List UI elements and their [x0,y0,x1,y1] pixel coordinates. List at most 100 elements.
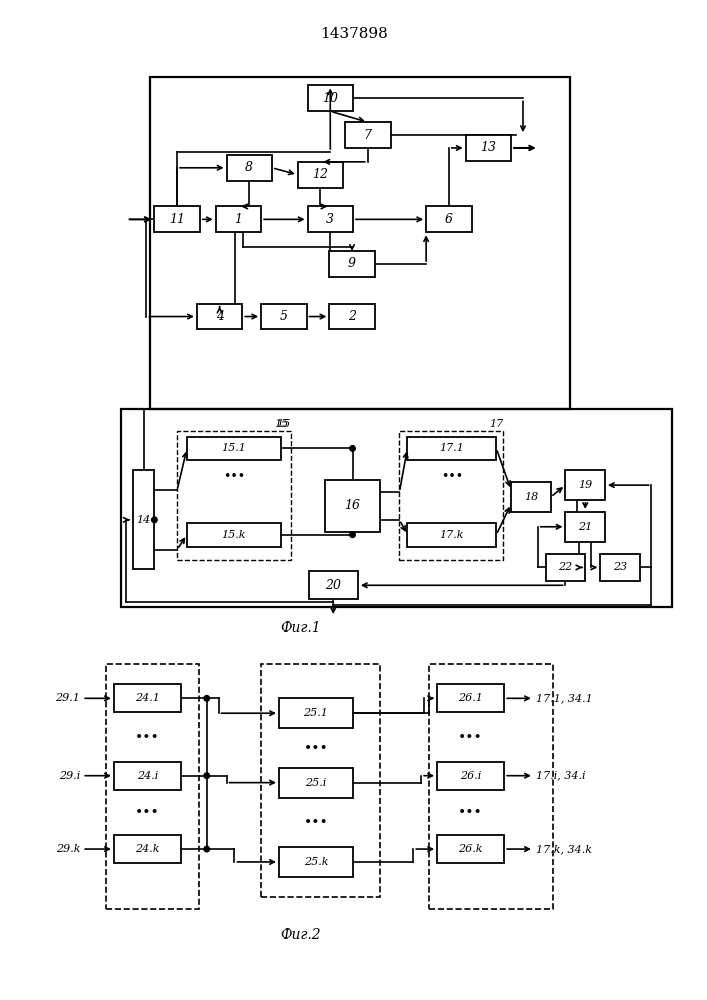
Text: 24.1: 24.1 [135,693,160,703]
Text: 15.k: 15.k [222,530,246,540]
Text: •••: ••• [440,470,463,483]
Bar [121,409,672,607]
Bar [511,482,551,512]
Text: 1437898: 1437898 [320,27,388,41]
Text: 29.k: 29.k [56,844,81,854]
Bar [279,698,353,728]
Bar [329,304,375,329]
Text: •••: ••• [458,730,483,744]
Bar [261,664,380,897]
Text: 17.k: 17.k [440,530,464,540]
Circle shape [204,696,209,701]
Bar [151,77,571,409]
Bar [261,304,307,329]
Text: 23: 23 [613,562,627,572]
Bar [429,664,553,909]
Text: 15: 15 [276,419,291,429]
Bar [566,512,605,542]
Bar [154,206,200,232]
Bar [279,768,353,798]
Text: 12: 12 [312,168,328,181]
Circle shape [350,446,356,451]
Text: 26.k: 26.k [458,844,483,854]
Text: 25.i: 25.i [305,778,327,788]
Text: 17.k, 34.k: 17.k, 34.k [536,844,592,854]
Bar [216,206,261,232]
Bar [187,523,281,547]
Text: 24.i: 24.i [137,771,158,781]
Text: 15.1: 15.1 [221,443,246,453]
Text: 26.i: 26.i [460,771,481,781]
Text: 8: 8 [245,161,253,174]
Bar [133,470,154,569]
Text: 21: 21 [578,522,592,532]
Text: 14: 14 [136,515,151,525]
Bar [345,122,390,148]
Bar [329,251,375,277]
Bar [308,571,358,599]
Text: 20: 20 [325,579,341,592]
Bar [566,470,605,500]
Text: 17.1: 17.1 [439,443,464,453]
Bar [279,847,353,877]
Text: •••: ••• [223,470,245,483]
Text: 18: 18 [524,492,538,502]
Text: 17.i, 34.i: 17.i, 34.i [536,771,585,781]
Text: Фиг.1: Фиг.1 [280,621,321,635]
Text: 16: 16 [344,499,361,512]
Text: 17.1, 34.1: 17.1, 34.1 [536,693,592,703]
Bar [226,155,272,181]
Circle shape [204,773,209,778]
Text: 7: 7 [364,129,372,142]
Text: 24.k: 24.k [135,844,160,854]
Bar [399,431,503,560]
Bar [437,684,504,712]
Bar [308,206,353,232]
Bar [426,206,472,232]
Bar [187,437,281,460]
Text: 11: 11 [169,213,185,226]
Text: •••: ••• [303,741,328,755]
Text: 26.1: 26.1 [458,693,483,703]
Bar [106,664,199,909]
Text: 6: 6 [445,213,453,226]
Text: 2: 2 [348,310,356,323]
Bar [437,835,504,863]
Text: 4: 4 [216,310,223,323]
Text: 1: 1 [235,213,243,226]
Text: 17: 17 [489,419,503,429]
Text: 19: 19 [578,480,592,490]
Text: 9: 9 [348,257,356,270]
Bar [466,135,511,161]
Bar [197,304,243,329]
Bar [407,523,496,547]
Text: Фиг.2: Фиг.2 [280,928,321,942]
Circle shape [204,846,209,852]
Text: •••: ••• [135,805,160,819]
Text: 29.1: 29.1 [55,693,81,703]
Text: •••: ••• [458,805,483,819]
Bar [600,554,640,581]
Text: 10: 10 [322,92,338,105]
Text: 29.i: 29.i [59,771,81,781]
Bar [114,684,181,712]
Bar [177,431,291,560]
Text: •••: ••• [303,815,328,829]
Bar [325,480,380,532]
Bar [546,554,585,581]
Circle shape [151,517,157,523]
Bar [298,162,343,188]
Bar [114,835,181,863]
Circle shape [350,532,356,537]
Bar [114,762,181,790]
Bar [437,762,504,790]
Text: 13: 13 [480,141,496,154]
Text: •••: ••• [135,730,160,744]
Text: 3: 3 [326,213,334,226]
Bar [308,85,353,111]
Text: 15: 15 [274,419,288,429]
Text: 25.1: 25.1 [303,708,328,718]
Bar [407,437,496,460]
Text: 5: 5 [280,310,288,323]
Text: 25.k: 25.k [304,857,328,867]
